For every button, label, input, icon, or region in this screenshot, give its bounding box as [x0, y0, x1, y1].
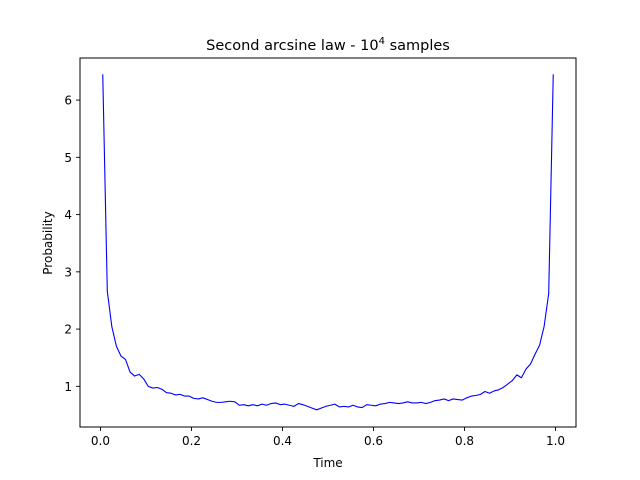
chart-title-main: Second arcsine law - 10: [206, 38, 378, 54]
x-tick-label: 1.0: [546, 434, 565, 448]
y-tick-label: 5: [64, 151, 72, 165]
chart-title: Second arcsine law - 104 samples: [206, 36, 450, 54]
chart-title-superscript: 4: [379, 36, 385, 47]
x-tick-label: 0.2: [182, 434, 201, 448]
chart-title-suffix: samples: [385, 38, 450, 54]
x-tick-label: 0.0: [91, 434, 110, 448]
y-axis-label: Probability: [41, 211, 55, 274]
axes-frame: [79, 57, 577, 428]
series-line-0: [102, 74, 554, 411]
x-tick-label: 0.4: [273, 434, 292, 448]
x-axis-ticks: 0.0 0.2 0.4 0.6 0.8 1.0: [91, 427, 565, 448]
y-tick-label: 1: [64, 380, 72, 394]
y-tick-label: 2: [64, 323, 72, 337]
x-tick-label: 0.6: [364, 434, 383, 448]
x-tick-label: 0.8: [455, 434, 474, 448]
y-tick-label: 3: [64, 265, 72, 279]
x-axis-label: Time: [312, 456, 342, 470]
y-tick-label: 6: [64, 94, 72, 108]
y-axis-ticks: 1 2 3 4 5 6: [64, 94, 80, 394]
y-tick-label: 4: [64, 208, 72, 222]
plot-area: [102, 74, 554, 411]
